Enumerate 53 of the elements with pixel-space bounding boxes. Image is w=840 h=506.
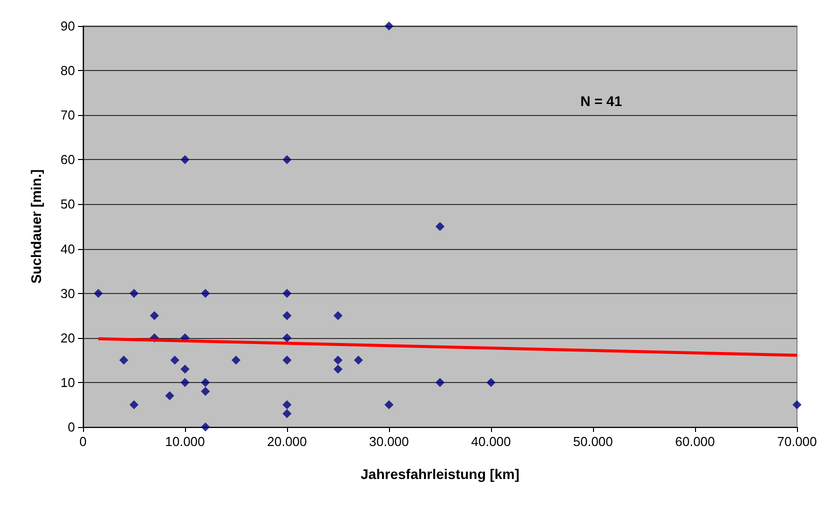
point: [130, 400, 138, 410]
point: [119, 356, 128, 365]
y-tick-label: 0: [68, 420, 75, 434]
x-tick-label: 10.000: [165, 434, 205, 449]
point: [200, 288, 210, 298]
point: [282, 356, 292, 365]
y-tick-label: 40: [60, 241, 75, 256]
point: [165, 391, 174, 400]
x-tick-label: 0: [79, 434, 87, 449]
x-tick-label: 40.000: [471, 434, 511, 449]
point: [334, 311, 342, 320]
point: [180, 155, 190, 164]
point: [180, 378, 190, 387]
y-tick-label: 90: [60, 18, 75, 34]
point: [354, 356, 363, 365]
x-axis-title: Jahresfahrleistung [km]: [360, 466, 520, 482]
point: [486, 378, 496, 387]
point: [170, 356, 180, 365]
y-tick-label: 10: [60, 374, 75, 390]
x-tick-label: 20.000: [267, 434, 307, 449]
x-tick-label: 30.000: [369, 434, 409, 449]
point: [282, 400, 292, 410]
point: [130, 288, 138, 298]
y-tick-label: 20: [60, 330, 75, 346]
point: [94, 288, 103, 298]
y-tick-label: 50: [60, 196, 75, 212]
point: [200, 386, 210, 396]
point: [436, 222, 444, 231]
x-tick-label: 60.000: [675, 434, 715, 449]
y-axis-title: Suchdauer [min.]: [28, 169, 44, 284]
point: [200, 378, 210, 387]
point: [384, 22, 394, 30]
point: [334, 356, 342, 365]
x-tick-label: 70.000: [777, 434, 817, 449]
y-tick-label: 80: [60, 63, 75, 78]
point: [232, 356, 240, 365]
point: [282, 311, 292, 320]
point: [282, 288, 292, 298]
x-tick-label: 50.000: [573, 434, 613, 449]
y-tick-label: 70: [60, 108, 75, 123]
point: [282, 155, 292, 164]
y-tick-label: 60: [60, 152, 75, 168]
point: [436, 378, 444, 387]
point: [180, 364, 190, 374]
point: [282, 333, 292, 342]
point: [150, 311, 159, 320]
point: [282, 409, 292, 418]
point: [792, 400, 802, 410]
point: [334, 364, 342, 374]
annotation: N = 41: [580, 93, 622, 109]
point: [200, 422, 210, 432]
y-tick-label: 30: [60, 286, 75, 301]
point: [384, 400, 394, 410]
